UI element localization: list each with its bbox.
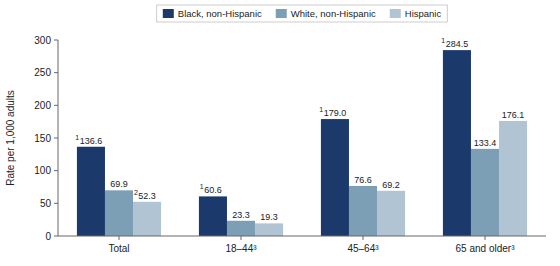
data-label: 69.9: [110, 179, 128, 189]
y-tick-label: 150: [34, 133, 51, 144]
legend-label: White, non-Hispanic: [291, 8, 376, 19]
x-tick: [363, 236, 364, 240]
superscript: 1: [200, 183, 204, 190]
bar: [105, 190, 133, 236]
y-tick: [54, 105, 58, 106]
data-label: 52.3: [138, 191, 156, 201]
superscript: 1: [441, 37, 445, 44]
superscript: 1: [75, 134, 79, 141]
data-label: 69.2: [382, 180, 400, 190]
x-tick-label: Total: [108, 243, 129, 254]
y-tick: [54, 40, 58, 41]
x-tick-label: 18–44³: [225, 243, 257, 254]
legend: Black, non-Hispanic White, non-Hispanic Hi…: [157, 5, 447, 22]
data-label: 179.0: [324, 108, 347, 118]
bar: [471, 149, 499, 236]
bars: [77, 50, 527, 236]
y-tick: [54, 138, 58, 139]
y-tick: [54, 236, 58, 237]
legend-frame: [157, 5, 447, 22]
y-axis-label: Rate per 1,000 adults: [5, 90, 16, 186]
bar: [499, 121, 527, 236]
chart: 136.6160.61179.01284.5169.923.376.6133.4…: [0, 0, 560, 266]
x-axis-line: [58, 236, 546, 237]
y-tick-label: 200: [34, 100, 51, 111]
x-tick: [485, 236, 486, 240]
y-tick-label: 300: [34, 35, 51, 46]
legend-label: Hispanic: [405, 8, 442, 19]
x-tick-label: 45–64³: [347, 243, 379, 254]
data-labels: 136.6160.61179.01284.5169.923.376.6133.4…: [75, 37, 524, 222]
legend-item: White, non-Hispanic: [276, 8, 376, 19]
bar: [133, 202, 161, 236]
legend-swatch: [163, 9, 174, 18]
x-tick: [241, 236, 242, 240]
data-label: 19.3: [260, 212, 278, 222]
y-tick-label: 100: [34, 165, 51, 176]
y-tick: [54, 72, 58, 73]
bar: [377, 191, 405, 236]
data-label: 284.5: [446, 39, 469, 49]
x-tick-label: 65 and older³: [456, 243, 516, 254]
superscript: 2: [134, 189, 138, 196]
data-label: 176.1: [502, 110, 525, 120]
y-tick-label: 50: [40, 198, 52, 209]
legend-item: Hispanic: [390, 8, 442, 19]
data-label: 133.4: [474, 138, 497, 148]
data-label: 23.3: [232, 210, 250, 220]
bar: [199, 196, 227, 236]
legend-swatch: [390, 9, 401, 18]
data-label: 76.6: [354, 175, 372, 185]
bar: [321, 119, 349, 236]
data-label: 136.6: [80, 136, 103, 146]
x-tick: [119, 236, 120, 240]
legend-item: Black, non-Hispanic: [163, 8, 262, 19]
y-tick: [54, 170, 58, 171]
bar: [77, 147, 105, 236]
superscript: 1: [319, 106, 323, 113]
legend-swatch: [276, 9, 287, 18]
bar: [227, 221, 255, 236]
y-tick-label: 250: [34, 67, 51, 78]
bar: [255, 223, 283, 236]
legend-label: Black, non-Hispanic: [178, 8, 262, 19]
y-tick: [54, 203, 58, 204]
bar: [443, 50, 471, 236]
data-label: 60.6: [204, 185, 222, 195]
bar: [349, 186, 377, 236]
y-tick-label: 0: [45, 231, 51, 242]
